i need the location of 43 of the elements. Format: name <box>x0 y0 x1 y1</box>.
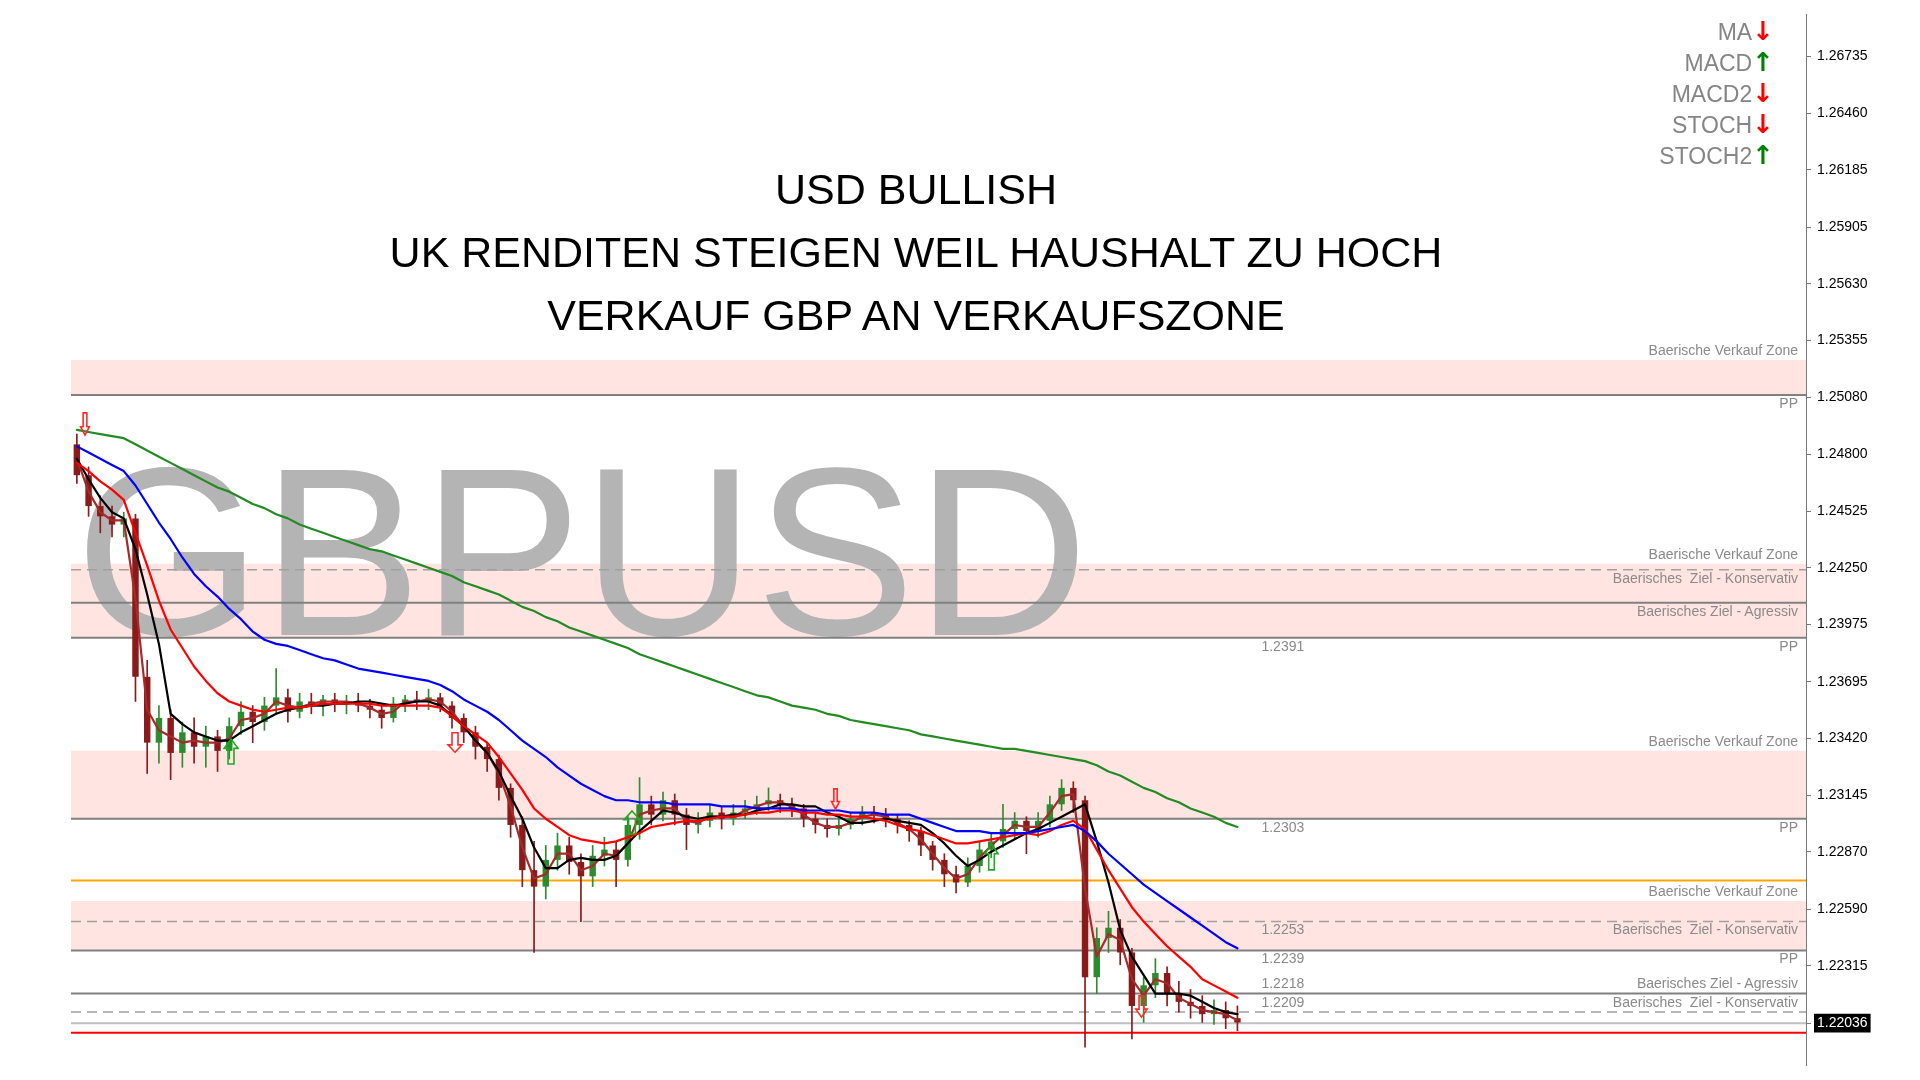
ref-line-label: PP <box>1779 637 1798 654</box>
annotation: 1.2209 <box>1261 993 1305 1010</box>
annotation: 1.2391 <box>1261 637 1305 654</box>
y-tick-label: 1.26185 <box>1817 160 1868 177</box>
y-tick-label: 1.23145 <box>1817 785 1868 802</box>
ref-line-label: Baerisches Ziel - Agressiv <box>1636 602 1798 619</box>
ref-line-label: Baerisches Ziel - Konservativ <box>1612 993 1798 1010</box>
y-tick-label: 1.25905 <box>1817 218 1868 235</box>
annotation: 1.2218 <box>1261 975 1305 992</box>
y-tick-label: 1.23695 <box>1817 672 1868 689</box>
y-tick-label: 1.23420 <box>1817 729 1868 746</box>
annotation: 1.2239 <box>1261 950 1305 967</box>
y-tick-label: 1.23975 <box>1817 615 1868 632</box>
y-tick-label: 1.25080 <box>1817 387 1868 404</box>
annotation: MA↓ <box>1717 16 1774 46</box>
ref-line-label: PP <box>1779 950 1798 967</box>
band-label: Baerische Verkauf Zone <box>1648 545 1799 562</box>
ref-line-label: PP <box>1779 818 1798 835</box>
y-tick-label: 1.22036 <box>1817 1014 1868 1031</box>
annotation: STOCH2↑ <box>1659 140 1774 170</box>
annotation: 1.2253 <box>1261 921 1305 938</box>
ref-line-label: Baerisches Ziel - Konservativ <box>1612 921 1798 938</box>
text: USD BULLISH UK RENDITEN STEIGEN WEIL HAUSHALT ZU HOCH VERKAUF GBP AN VERKAUFSZONE <box>388 164 1444 341</box>
annotation: STOCH↓ <box>1672 109 1774 139</box>
y-tick-label: 1.25355 <box>1817 331 1868 348</box>
annotation: MACD↑ <box>1684 47 1774 77</box>
ref-line-label: PP <box>1779 394 1798 411</box>
y-tick-label: 1.24525 <box>1817 502 1868 519</box>
band-label: Baerische Verkauf Zone <box>1648 732 1799 749</box>
y-tick-label: 1.22590 <box>1817 900 1868 917</box>
ref-line-label: Baerisches Ziel - Agressiv <box>1636 975 1798 992</box>
y-tick-label: 1.24800 <box>1817 445 1868 462</box>
y-tick-label: 1.22315 <box>1817 956 1868 973</box>
y-tick-label: 1.22870 <box>1817 842 1868 859</box>
annotation: MACD2↓ <box>1671 78 1774 108</box>
annotation: 1.2303 <box>1261 818 1305 835</box>
ref-line-label: Baerisches Ziel - Konservativ <box>1612 569 1798 586</box>
band-label: Baerische Verkauf Zone <box>1648 341 1799 358</box>
y-tick-label: 1.25630 <box>1817 274 1868 291</box>
y-tick-label: 1.26460 <box>1817 104 1868 120</box>
y-tick-label: 1.24250 <box>1817 558 1868 575</box>
y-tick-label: 1.26735 <box>1817 47 1868 64</box>
band-label: Baerische Verkauf Zone <box>1648 882 1799 899</box>
